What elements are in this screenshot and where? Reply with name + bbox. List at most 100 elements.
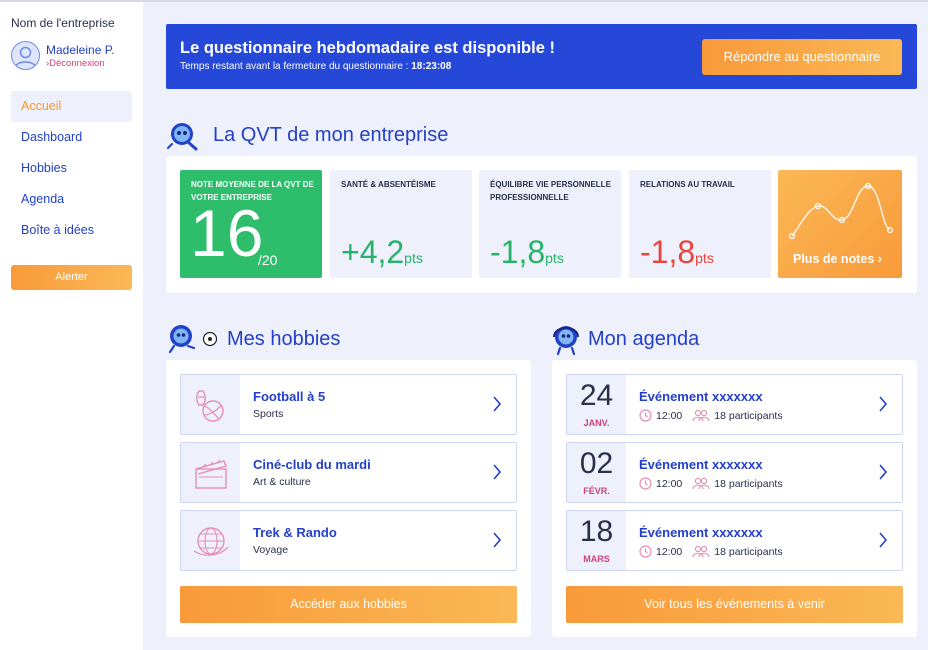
main-score-label: Note moyenne de la QVT de votre entrepri… [191, 180, 314, 202]
mascot-magnifier-icon [167, 123, 198, 151]
tile-value: -1,8pts [490, 234, 564, 271]
event-time: 12:00 [656, 409, 683, 422]
event-title: Événement xxxxxxx [639, 457, 763, 472]
sidebar: Nom de l'entreprise Madeleine P. ›Déconn… [0, 2, 143, 650]
event-time: 12:00 [656, 477, 683, 490]
event-date: 18 MARS [567, 511, 626, 570]
agenda-event-3[interactable]: 18 MARS Événement xxxxxxx 12:00 18 parti… [566, 510, 903, 571]
event-title: Événement xxxxxxx [639, 525, 763, 540]
company-name: Nom de l'entreprise [11, 16, 115, 30]
event-day: 24 [579, 379, 614, 412]
access-hobbies-button[interactable]: Accéder aux hobbies [180, 586, 517, 623]
banner-subtitle: Temps restant avant la fermeture du ques… [180, 61, 451, 72]
clock-icon [639, 409, 652, 422]
hobbies-heading: Mes hobbies [227, 328, 341, 350]
hobby-title: Football à 5 [253, 389, 326, 404]
clock-icon [639, 545, 652, 558]
participants-icon [692, 409, 710, 422]
event-time: 12:00 [656, 545, 683, 558]
event-title: Événement xxxxxxx [639, 389, 763, 404]
mascot-football-icon [168, 325, 218, 354]
clapperboard-icon [195, 459, 227, 489]
sidebar-item-dashboard[interactable]: Dashboard [21, 130, 83, 144]
hobby-title: Ciné-club du mardi [253, 457, 371, 472]
see-all-events-button[interactable]: Voir tous les événements à venir [566, 586, 903, 623]
sidebar-item-agenda[interactable]: Agenda [21, 192, 65, 206]
event-meta: 12:00 18 participants [639, 545, 783, 558]
agenda-event-2[interactable]: 02 FÉVR. Événement xxxxxxx 12:00 18 part… [566, 442, 903, 503]
event-meta: 12:00 18 participants [639, 409, 783, 422]
tile-value-number: +4,2 [341, 234, 405, 270]
tile-label: Relations au travail [640, 180, 735, 189]
sidebar-item-boite-a-idees[interactable]: Boîte à idées [21, 223, 94, 237]
agenda-event-1[interactable]: 24 JANV. Événement xxxxxxx 12:00 18 part… [566, 374, 903, 435]
event-month: FÉVR. [583, 486, 610, 496]
user-name: Madeleine P. [46, 43, 115, 57]
hobby-item-cine-club[interactable]: Ciné-club du mardi Art & culture [180, 442, 517, 503]
clock-icon [639, 477, 652, 490]
chevron-right-icon [493, 532, 502, 548]
chevron-right-icon [493, 464, 502, 480]
hobby-item-trek[interactable]: Trek & Rando Voyage [180, 510, 517, 571]
event-day: 02 [579, 447, 614, 480]
hobby-category: Sports [253, 408, 284, 420]
avatar[interactable] [11, 41, 40, 70]
qvt-heading: La QVT de mon entreprise [213, 124, 449, 146]
questionnaire-banner: Le questionnaire hebdomadaire est dispon… [166, 24, 917, 89]
hobby-category: Art & culture [253, 476, 311, 488]
banner-title: Le questionnaire hebdomadaire est dispon… [180, 39, 555, 57]
answer-questionnaire-button[interactable]: Répondre au questionnaire [702, 39, 902, 75]
alert-button[interactable]: Alerter [11, 265, 132, 290]
event-month: MARS [583, 554, 610, 564]
window-top-border [0, 0, 928, 2]
tile-label: Équilibre vie personnelle professionnell… [490, 180, 611, 202]
hobby-icon-box [181, 375, 240, 434]
event-date: 02 FÉVR. [567, 443, 626, 502]
tile-value: -1,8pts [640, 234, 714, 271]
user-avatar-icon [14, 46, 37, 69]
event-day: 18 [579, 515, 614, 548]
hobby-item-football[interactable]: Football à 5 Sports [180, 374, 517, 435]
tile-value: +4,2pts [341, 234, 423, 271]
event-participants: 18 participants [714, 545, 783, 558]
chevron-right-icon [879, 396, 888, 412]
tile-value-unit: pts [404, 250, 423, 266]
tile-value-unit: pts [695, 250, 714, 266]
logout-link[interactable]: ›Déconnexion [46, 58, 105, 69]
sports-icon [196, 390, 224, 422]
countdown-timer: 18:23:08 [411, 61, 452, 72]
main-score-denominator: /20 [258, 252, 278, 268]
chevron-right-icon [879, 532, 888, 548]
tile-label: Santé & absentéisme [341, 180, 436, 189]
trend-sparkline-icon [788, 182, 894, 240]
event-meta: 12:00 18 participants [639, 477, 783, 490]
hobby-icon-box [181, 511, 240, 570]
qvt-tile-sante[interactable]: Santé & absentéisme +4,2pts [330, 170, 472, 278]
participants-icon [692, 477, 710, 490]
hobby-category: Voyage [253, 544, 289, 556]
chevron-right-icon [493, 396, 502, 412]
main-score-value: 16 [190, 196, 264, 270]
event-participants: 18 participants [714, 477, 783, 490]
more-notes-label: Plus de notes › [793, 252, 882, 266]
qvt-main-score-tile: Note moyenne de la QVT de votre entrepri… [180, 170, 322, 278]
qvt-card: Note moyenne de la QVT de votre entrepri… [166, 156, 917, 293]
qvt-tile-relations[interactable]: Relations au travail -1,8pts [629, 170, 771, 278]
chevron-right-icon [879, 464, 888, 480]
event-month: JANV. [583, 418, 610, 428]
tile-value-number: -1,8 [490, 234, 546, 270]
more-notes-button[interactable]: Plus de notes › [778, 170, 902, 278]
globe-plane-icon [193, 527, 229, 556]
agenda-heading: Mon agenda [588, 328, 700, 350]
sidebar-item-hobbies[interactable]: Hobbies [21, 161, 67, 175]
sidebar-item-accueil[interactable]: Accueil [11, 91, 132, 122]
hobby-icon-box [181, 443, 240, 502]
hobby-title: Trek & Rando [253, 525, 337, 540]
event-participants: 18 participants [714, 409, 783, 422]
agenda-card: 24 JANV. Événement xxxxxxx 12:00 18 part… [552, 360, 917, 637]
tile-value-number: -1,8 [640, 234, 696, 270]
mascot-headphones-icon [553, 326, 579, 356]
tile-value-unit: pts [545, 250, 564, 266]
event-date: 24 JANV. [567, 375, 626, 434]
qvt-tile-equilibre[interactable]: Équilibre vie personnelle professionnell… [479, 170, 621, 278]
